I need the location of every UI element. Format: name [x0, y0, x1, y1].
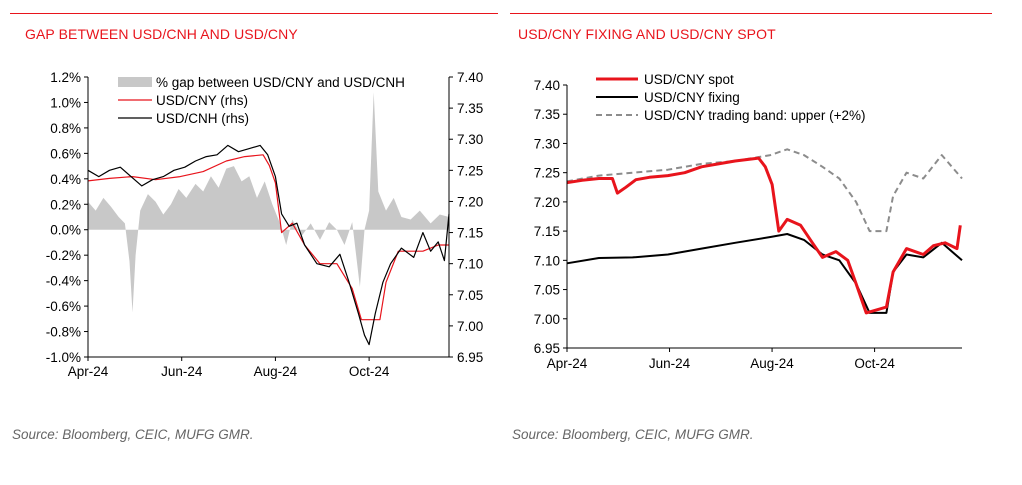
left-y-tick-label: 0.6%	[50, 146, 81, 161]
right-y-tick-label: 7.25	[457, 163, 483, 178]
legend-label: % gap between USD/CNY and USD/CNH	[156, 75, 405, 90]
x-tick-label: Apr-24	[68, 364, 109, 379]
y-tick-label: 7.15	[534, 224, 560, 239]
legend-label: USD/CNY (rhs)	[156, 93, 248, 108]
x-tick-label: Oct-24	[349, 364, 390, 379]
left-y-tick-label: 0.2%	[50, 197, 81, 212]
right-y-tick-label: 7.35	[457, 101, 483, 116]
y-tick-label: 7.30	[534, 136, 560, 151]
y-tick-label: 7.35	[534, 107, 560, 122]
series-usd-cny-fixing	[566, 233, 963, 314]
left-y-tick-label: 0.8%	[50, 121, 81, 136]
left-y-tick-label: -0.6%	[46, 299, 81, 314]
right-y-tick-label: 7.05	[457, 288, 483, 303]
right-y-tick-label: 7.00	[457, 319, 483, 334]
left-y-tick-label: 0.0%	[50, 223, 81, 238]
legend-label: USD/CNH (rhs)	[156, 111, 249, 126]
right-y-tick-label: 7.30	[457, 132, 483, 147]
series-usd-cny-trading-band-upper-2	[566, 148, 963, 233]
left-y-tick-label: 0.4%	[50, 172, 81, 187]
right-source-note: Source: Bloomberg, CEIC, MUFG GMR.	[512, 427, 754, 442]
y-tick-label: 7.20	[534, 195, 560, 210]
series-usd-cny-rhs	[87, 154, 449, 321]
right-legend: USD/CNY spot USD/CNY fixing USD/CNY tradin…	[596, 72, 866, 123]
x-tick-label: Aug-24	[254, 364, 298, 379]
left-y-tick-label: -0.8%	[46, 325, 81, 340]
x-tick-label: Aug-24	[750, 356, 794, 371]
legend-label: USD/CNY trading band: upper (+2%)	[644, 108, 866, 123]
left-legend: % gap between USD/CNY and USD/CNH USD/CNY…	[118, 75, 405, 126]
y-tick-label: 7.00	[534, 312, 560, 327]
legend-swatch	[118, 77, 152, 87]
right-y-tick-label: 7.10	[457, 257, 483, 272]
legend-label: USD/CNY fixing	[644, 90, 740, 105]
right-y-tick-label: 7.15	[457, 226, 483, 241]
x-tick-label: Jun-24	[649, 356, 691, 371]
y-tick-label: 6.95	[534, 341, 560, 356]
left-y-tick-label: -0.2%	[46, 248, 81, 263]
y-tick-label: 7.40	[534, 78, 560, 93]
series-usd-cny-spot	[566, 156, 962, 315]
left-y-tick-label: -0.4%	[46, 274, 81, 289]
y-tick-label: 7.10	[534, 253, 560, 268]
y-tick-label: 7.05	[534, 283, 560, 298]
x-tick-label: Oct-24	[854, 356, 895, 371]
right-chart-title: USD/CNY FIXING AND USD/CNY SPOT	[518, 26, 776, 42]
right-y-tick-label: 7.20	[457, 194, 483, 209]
series-usd-cnh-rhs	[87, 144, 450, 346]
right-y-tick-label: 7.40	[457, 70, 483, 85]
left-source-note: Source: Bloomberg, CEIC, MUFG GMR.	[12, 427, 254, 442]
left-panel-rule	[10, 13, 498, 14]
x-tick-label: Jun-24	[161, 364, 203, 379]
x-tick-label: Apr-24	[547, 356, 588, 371]
left-chart-title: GAP BETWEEN USD/CNH AND USD/CNY	[25, 26, 298, 42]
right-y-tick-label: 6.95	[457, 350, 483, 365]
legend-label: USD/CNY spot	[644, 72, 734, 87]
left-y-tick-label: 1.0%	[50, 95, 81, 110]
series-gap-between-usd-cny-and-usd-cnh	[88, 92, 449, 313]
left-y-tick-label: 1.2%	[50, 70, 81, 85]
right-panel-rule	[510, 13, 992, 14]
y-tick-label: 7.25	[534, 166, 560, 181]
left-y-tick-label: -1.0%	[46, 350, 81, 365]
